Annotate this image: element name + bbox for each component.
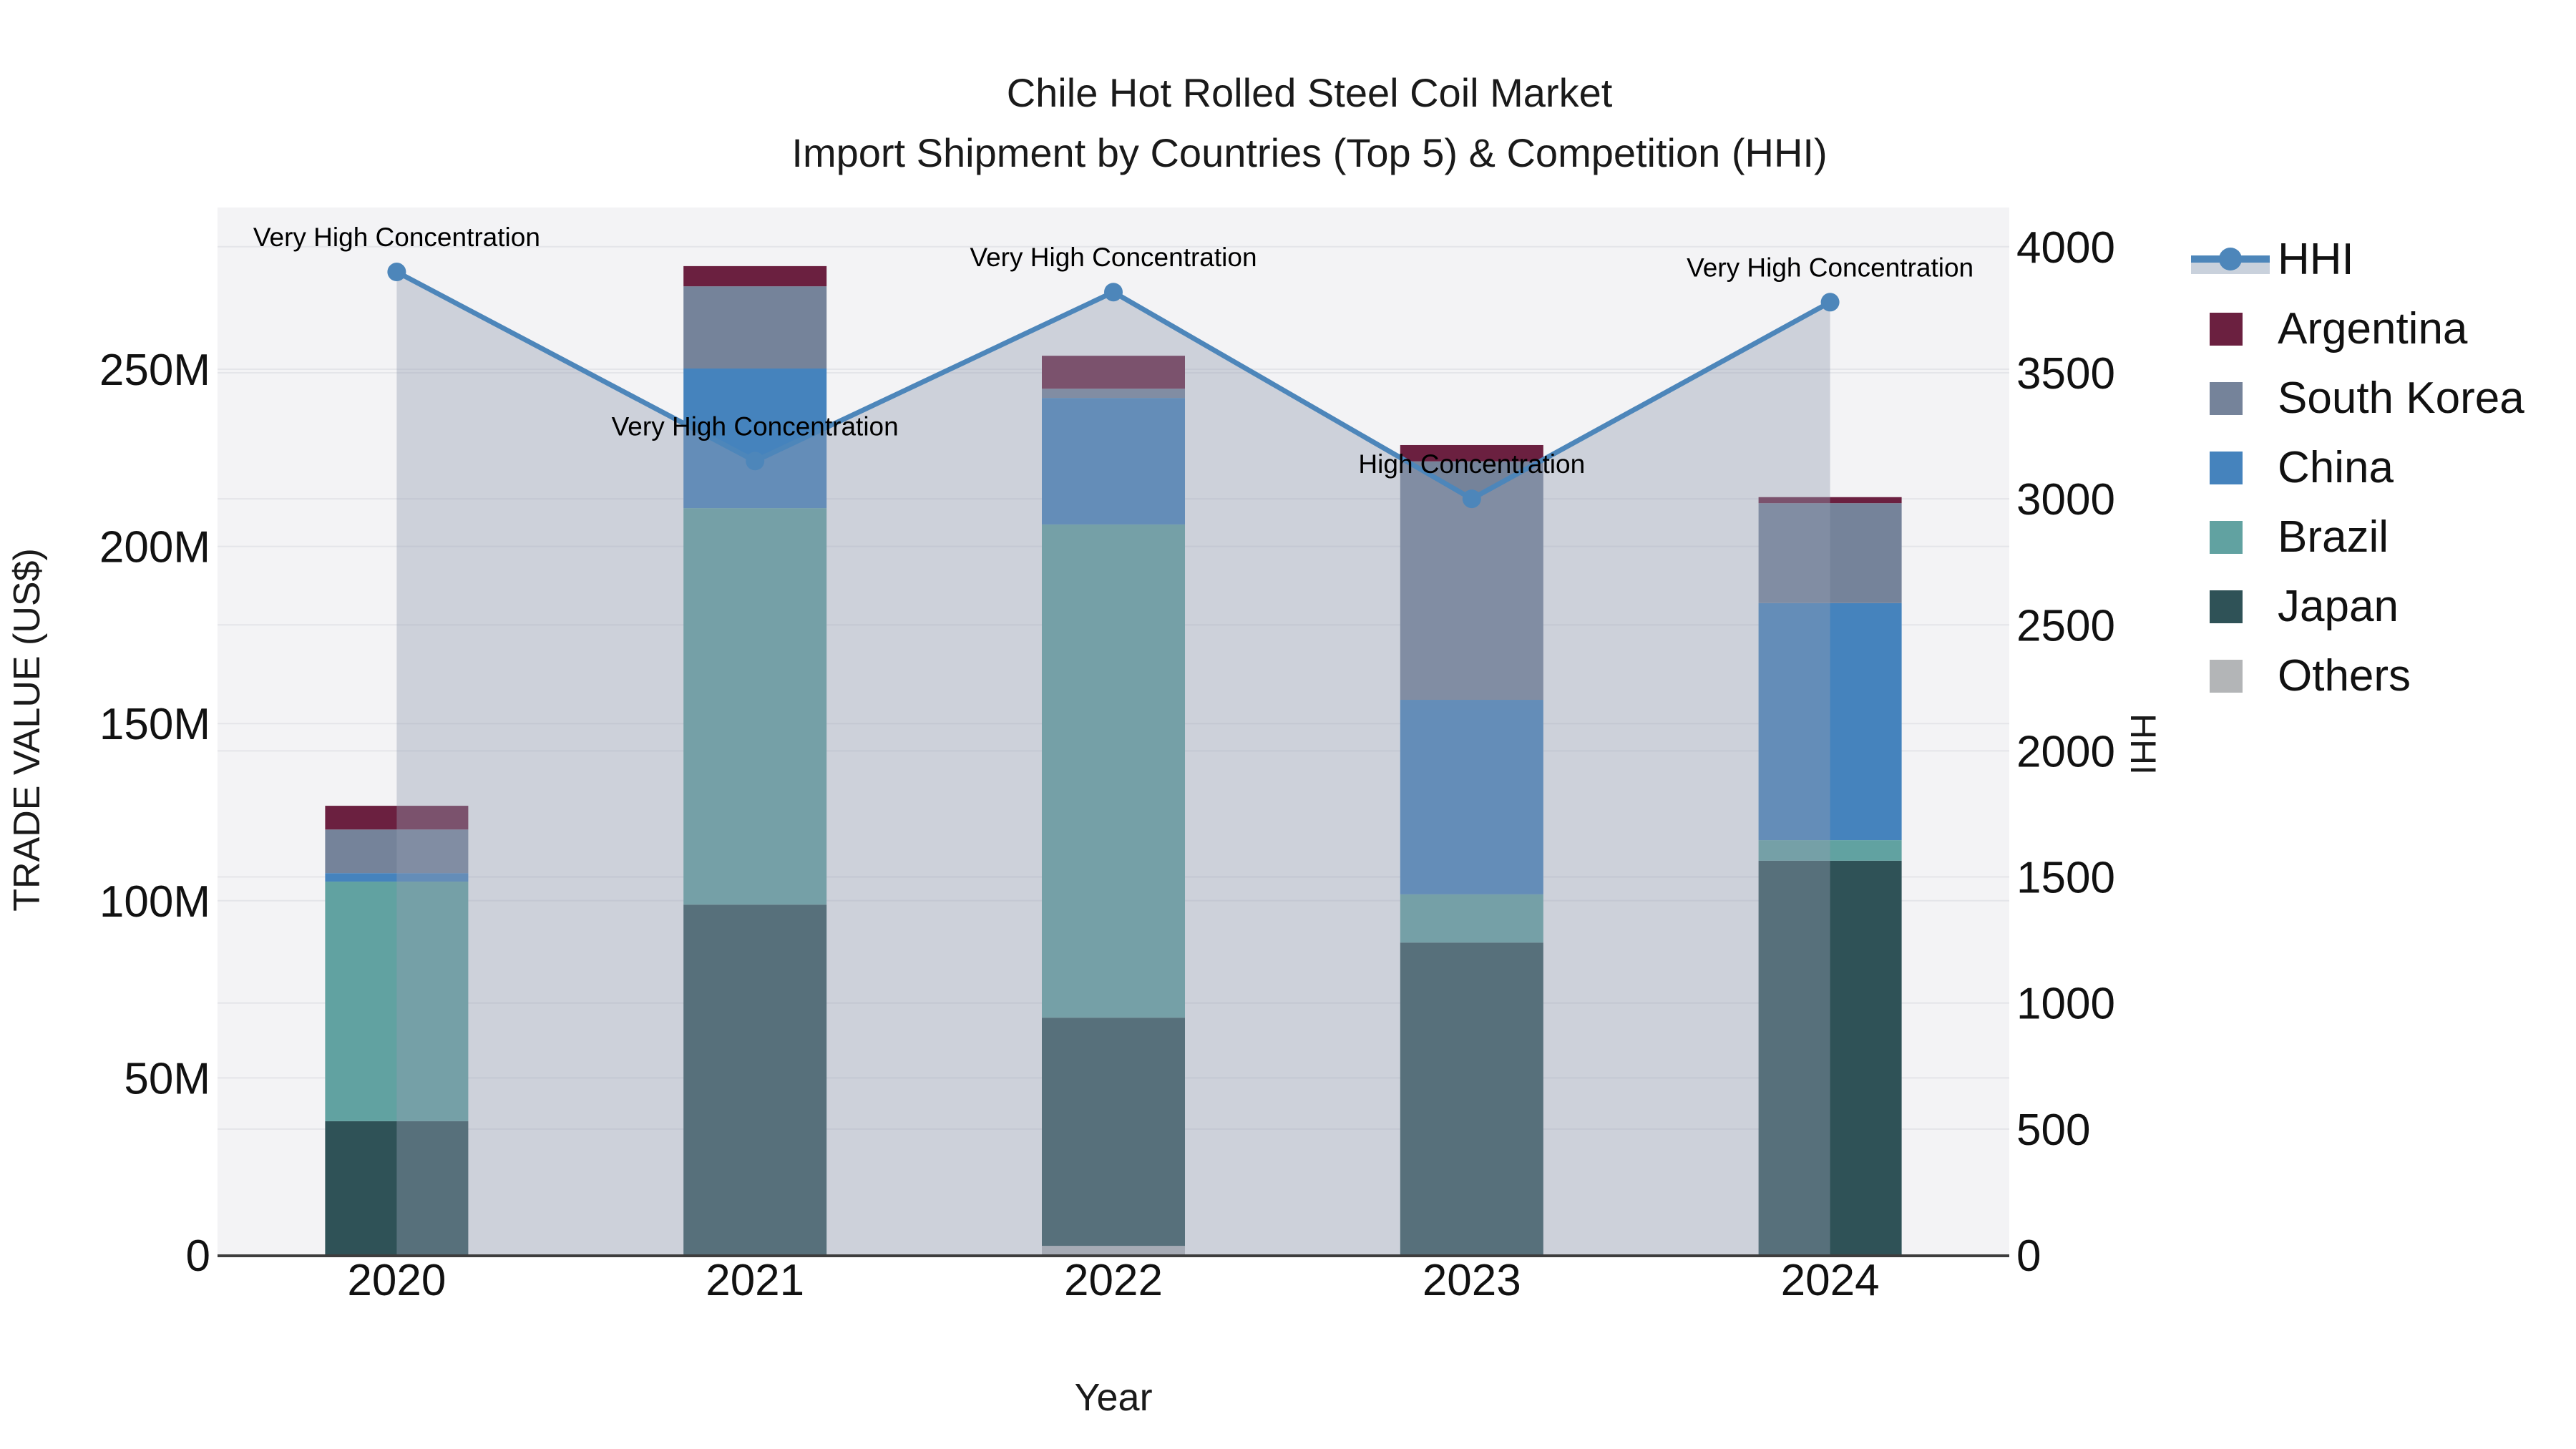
y-left-tick-200M: 200M: [99, 523, 210, 572]
y-right-tick-1500: 1500: [2016, 854, 2115, 903]
x-tick-2020: 2020: [347, 1256, 446, 1305]
bar-segment-south-korea-2022[interactable]: [1042, 389, 1185, 399]
y-left-tick-150M: 150M: [99, 700, 210, 749]
legend-item-hhi[interactable]: HHI: [2188, 225, 2524, 294]
x-tick-2024: 2024: [1781, 1256, 1880, 1305]
legend: HHI Argentina South Korea China Brazil Japan O…: [2188, 225, 2524, 711]
bar-segment-japan-2023[interactable]: [1400, 942, 1543, 1255]
bar-segment-japan-2022[interactable]: [1042, 1018, 1185, 1246]
bar-segment-brazil-2020[interactable]: [325, 882, 469, 1121]
bar-segment-argentina-2023[interactable]: [1400, 444, 1543, 462]
y-left-tick-250M: 250M: [99, 346, 210, 395]
legend-label-others: Others: [2278, 651, 2411, 701]
y-left-tick-0: 0: [186, 1231, 210, 1281]
hhi-point-2024[interactable]: [1820, 293, 1840, 312]
legend-label-hhi: HHI: [2278, 235, 2354, 284]
hhi-area-fill: [396, 272, 1830, 1255]
bar-segment-china-2024[interactable]: [1758, 602, 1902, 841]
y-axis-title-right: HHI: [2123, 713, 2163, 776]
y-right-tick-3500: 3500: [2016, 349, 2115, 399]
hhi-line-sample-icon: [2188, 235, 2278, 285]
legend-label-brazil: Brazil: [2278, 512, 2389, 562]
brazil-swatch-icon: [2210, 520, 2243, 554]
legend-item-others[interactable]: Others: [2188, 641, 2524, 711]
bar-segment-south-korea-2021[interactable]: [683, 286, 827, 369]
x-tick-2021: 2021: [706, 1256, 804, 1305]
bar-segment-others-2022[interactable]: [1042, 1246, 1185, 1255]
bar-segment-argentina-2020[interactable]: [325, 806, 469, 830]
y-axis-title-left: TRADE VALUE (US$): [6, 548, 48, 912]
china-swatch-icon: [2210, 451, 2243, 484]
legend-item-brazil[interactable]: Brazil: [2188, 502, 2524, 572]
annotation-2024: Very High Concentration: [1687, 253, 1974, 282]
bar-segment-argentina-2022[interactable]: [1042, 356, 1185, 389]
x-axis-title: Year: [1074, 1376, 1153, 1419]
annotation-2023: High Concentration: [1358, 449, 1585, 479]
chart-title-line1: Chile Hot Rolled Steel Coil Market: [1006, 70, 1613, 115]
y-right-tick-2000: 2000: [2016, 727, 2115, 776]
y-right-tick-4000: 4000: [2016, 223, 2115, 273]
y-left-tick-50M: 50M: [124, 1054, 210, 1103]
annotation-2020: Very High Concentration: [253, 223, 540, 252]
south-korea-swatch-icon: [2210, 381, 2243, 415]
bar-segment-japan-2021[interactable]: [683, 904, 827, 1255]
bar-segment-argentina-2021[interactable]: [683, 265, 827, 287]
bar-segment-brazil-2023[interactable]: [1400, 894, 1543, 943]
argentina-swatch-icon: [2210, 312, 2243, 346]
y-left-tick-100M: 100M: [99, 877, 210, 927]
bar-segment-south-korea-2024[interactable]: [1758, 503, 1902, 603]
chart-title: Chile Hot Rolled Steel Coil Market Impor…: [594, 63, 2025, 183]
bar-segment-argentina-2024[interactable]: [1758, 497, 1902, 504]
bar-segment-brazil-2022[interactable]: [1042, 524, 1185, 1018]
legend-item-argentina[interactable]: Argentina: [2188, 294, 2524, 364]
y-right-tick-500: 500: [2016, 1106, 2090, 1155]
legend-label-china: China: [2278, 443, 2394, 492]
bar-segment-china-2022[interactable]: [1042, 398, 1185, 525]
hhi-point-2023[interactable]: [1462, 489, 1481, 509]
hhi-point-2021[interactable]: [746, 452, 765, 471]
y-right-tick-1000: 1000: [2016, 980, 2115, 1029]
bar-segment-japan-2020[interactable]: [325, 1121, 469, 1255]
legend-label-argentina: Argentina: [2278, 304, 2468, 353]
hhi-point-2020[interactable]: [387, 263, 406, 282]
legend-label-south-korea: South Korea: [2278, 374, 2524, 423]
y-right-tick-2500: 2500: [2016, 601, 2115, 650]
annotation-2022: Very High Concentration: [970, 243, 1257, 272]
bar-segment-china-2020[interactable]: [325, 873, 469, 882]
legend-item-south-korea[interactable]: South Korea: [2188, 364, 2524, 433]
bar-segment-china-2023[interactable]: [1400, 700, 1543, 894]
y-right-tick-3000: 3000: [2016, 475, 2115, 525]
bar-segment-brazil-2024[interactable]: [1758, 840, 1902, 861]
others-swatch-icon: [2210, 659, 2243, 693]
annotation-2021: Very High Concentration: [612, 411, 899, 441]
hhi-point-2022[interactable]: [1104, 283, 1123, 302]
japan-swatch-icon: [2210, 590, 2243, 623]
x-tick-2023: 2023: [1423, 1256, 1521, 1305]
bar-segment-japan-2024[interactable]: [1758, 860, 1902, 1255]
x-tick-2022: 2022: [1064, 1256, 1163, 1305]
legend-item-china[interactable]: China: [2188, 433, 2524, 502]
bar-segment-brazil-2021[interactable]: [683, 508, 827, 905]
legend-item-japan[interactable]: Japan: [2188, 572, 2524, 641]
hhi-line-sample-icon: [2191, 247, 2270, 274]
chart-title-line2: Import Shipment by Countries (Top 5) & C…: [791, 130, 1828, 175]
legend-label-japan: Japan: [2278, 582, 2399, 631]
stacked-bars: [325, 265, 1902, 1255]
y-right-tick-0: 0: [2016, 1231, 2041, 1281]
bar-segment-south-korea-2020[interactable]: [325, 829, 469, 874]
